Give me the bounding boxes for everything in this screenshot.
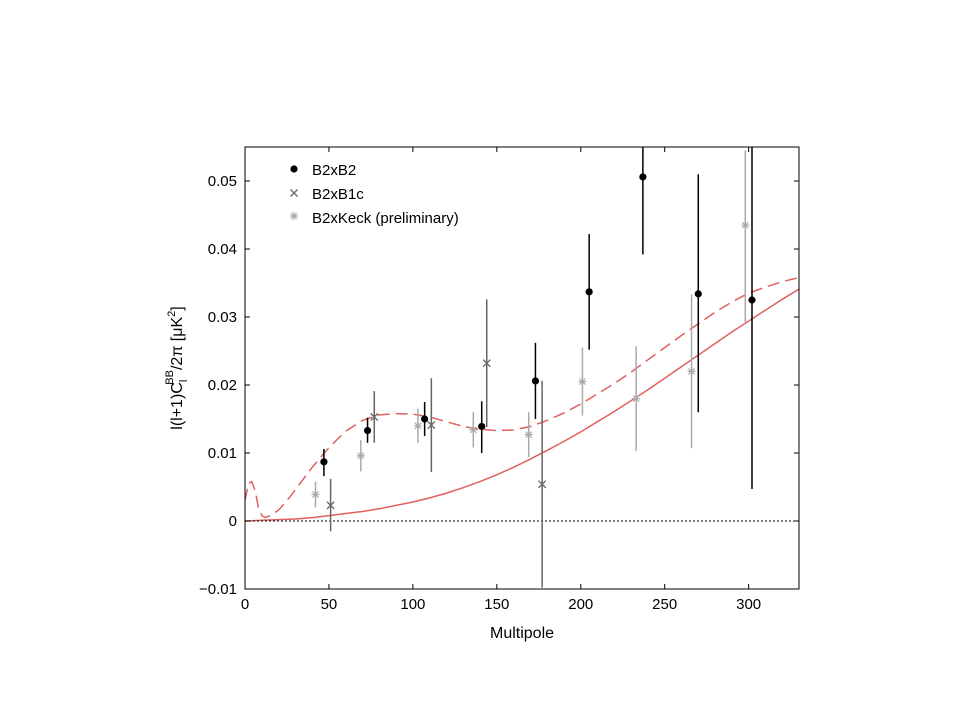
y-tick-label: 0.03 <box>208 309 237 326</box>
data-point-b2xb2 <box>694 290 702 298</box>
data-point-b2xb2 <box>478 422 486 431</box>
y-axis-title-unit-sup: 2 <box>166 311 178 317</box>
data-point-b2xb2 <box>748 296 756 304</box>
legend-label-b2xb1c: B2xB1c <box>312 186 364 203</box>
y-tick-label: 0.01 <box>208 445 237 462</box>
y-axis-title-tail: /2π [μK <box>169 317 186 370</box>
data-markers <box>311 173 756 510</box>
data-point-b2xkeck <box>524 430 533 439</box>
data-point-b2xkeck <box>413 421 422 430</box>
data-point-b2xkeck <box>632 394 641 403</box>
y-tick-label: 0.05 <box>208 173 237 190</box>
data-point-b2xkeck <box>687 367 696 376</box>
data-point-b2xkeck <box>578 377 587 386</box>
x-tick-label: 250 <box>652 596 677 613</box>
legend-entry-b2xb2: B2xB2 <box>290 162 356 179</box>
y-tick-label: 0.04 <box>208 241 237 258</box>
plot-frame <box>244 146 800 590</box>
data-point-b2xb2 <box>421 415 429 423</box>
y-axis-title: l(l+1)ClBB/2π [μK2] <box>164 306 190 429</box>
data-point-b2xb1c <box>427 421 436 430</box>
x-tick-label: 300 <box>736 596 761 613</box>
data-point-b2xkeck <box>741 221 750 230</box>
model-curves <box>245 276 799 522</box>
legend-entry-b2xb1c: B2xB1c <box>290 186 364 203</box>
data-point-b2xkeck <box>311 490 320 499</box>
model-curve-solid <box>245 288 799 522</box>
x-tick-label: 100 <box>400 596 425 613</box>
data-point-b2xb1c <box>482 359 491 368</box>
legend-label-b2xb2: B2xB2 <box>312 162 356 179</box>
x-tick-label: 150 <box>484 596 509 613</box>
data-point-b2xb2 <box>639 173 647 181</box>
y-tick-label: 0.02 <box>208 377 237 394</box>
y-axis-title-sup: BB <box>164 370 176 385</box>
data-point-b2xb1c <box>326 501 335 510</box>
data-point-b2xkeck <box>356 451 365 460</box>
x-tick-label: 50 <box>321 596 338 613</box>
legend-marker-x <box>290 189 298 197</box>
legend-entry-b2xkeck: B2xKeck (preliminary) <box>290 210 459 227</box>
legend-label-b2xkeck: B2xKeck (preliminary) <box>312 210 459 227</box>
data-point-b2xb2 <box>320 458 328 466</box>
x-tick-label: 0 <box>241 596 249 613</box>
model-curve-dashed <box>245 276 799 519</box>
data-point-b2xb2 <box>585 288 593 296</box>
x-tick-labels: 0 50 100 150 200 250 300 <box>241 596 761 613</box>
y-axis-title-sub: l <box>178 380 190 382</box>
y-tick-label: −0.01 <box>199 581 237 598</box>
legend-marker-dot <box>290 165 298 173</box>
data-point-b2xb1c <box>370 412 379 422</box>
legend: B2xB2 B2xB1c B2xKeck (preliminary) <box>290 162 459 227</box>
y-tick-label: 0 <box>229 513 237 530</box>
legend-marker-asterisk <box>290 212 298 220</box>
data-point-b2xb2 <box>531 377 540 385</box>
y-axis-title-main: l(l+1)C <box>169 382 186 430</box>
x-tick-label: 200 <box>568 596 593 613</box>
y-axis-title-close: ] <box>169 306 186 310</box>
x-axis-title: Multipole <box>490 625 554 642</box>
data-point-b2xb2 <box>363 426 372 435</box>
y-tick-labels: −0.01 0 0.01 0.02 0.03 0.04 0.05 <box>199 173 237 598</box>
axis-ticks <box>244 147 799 590</box>
data-point-b2xb1c <box>538 480 547 489</box>
data-point-b2xkeck <box>469 425 478 434</box>
